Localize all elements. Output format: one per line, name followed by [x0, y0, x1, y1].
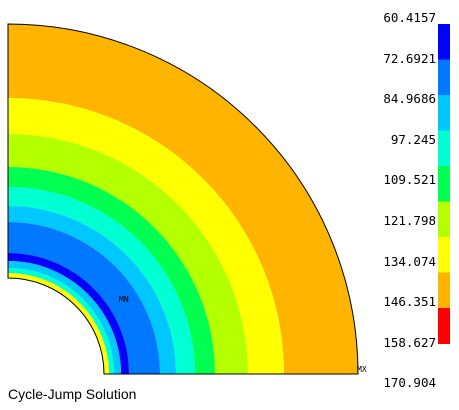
legend-swatch — [438, 272, 450, 309]
legend-swatch — [438, 95, 450, 131]
legend-value: 84.9686 — [383, 91, 436, 107]
legend-value: 60.4157 — [383, 10, 436, 25]
model-outline — [7, 23, 359, 375]
legend-swatch — [438, 237, 450, 273]
legend-swatches — [438, 24, 450, 344]
contour-band — [8, 134, 248, 374]
legend-value: 109.521 — [383, 172, 436, 188]
legend-swatch — [438, 59, 450, 96]
contour-band — [8, 206, 176, 374]
legend-value: 97.245 — [390, 131, 436, 147]
contour-bands — [7, 23, 359, 375]
legend-swatch — [438, 308, 450, 344]
contour-band — [8, 98, 284, 374]
legend-swatch — [438, 201, 450, 238]
legend-value: 146.351 — [383, 294, 436, 310]
legend-swatch — [438, 24, 450, 60]
contour-band — [8, 253, 129, 374]
max-marker: MX — [357, 365, 367, 374]
legend-value: 72.6921 — [383, 50, 436, 66]
legend-swatch — [438, 166, 450, 202]
contour-band — [8, 187, 195, 374]
legend-value: 134.074 — [383, 253, 436, 269]
contour-band — [8, 167, 215, 374]
plot-caption: Cycle-Jump Solution — [8, 386, 137, 402]
legend-swatch — [438, 130, 450, 167]
legend-value: 158.627 — [383, 334, 436, 350]
contour-band — [8, 24, 358, 374]
contour-band — [8, 261, 121, 374]
min-marker: MN — [119, 295, 129, 304]
contour-band — [8, 222, 160, 374]
legend-value: 170.904 — [383, 375, 436, 391]
legend-value: 121.798 — [383, 213, 436, 228]
